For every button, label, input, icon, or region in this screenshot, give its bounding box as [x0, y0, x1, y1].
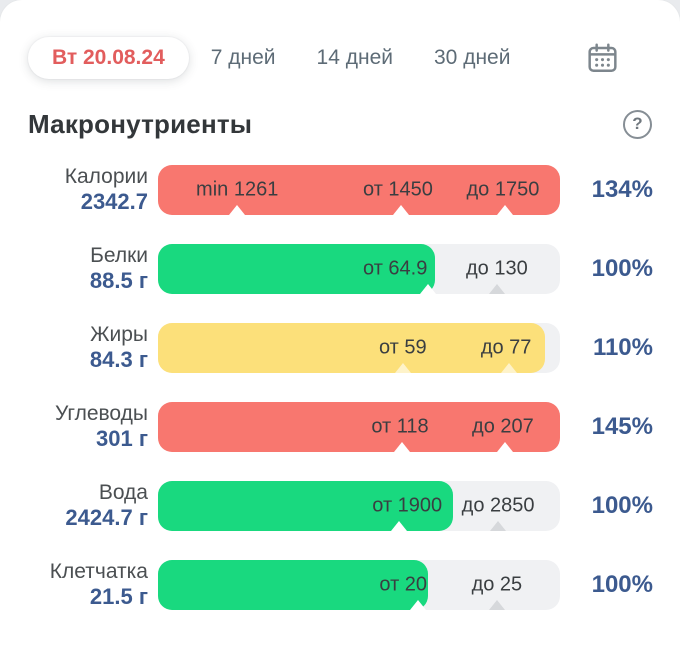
macro-value: 2424.7 г — [65, 504, 148, 530]
macro-bar-track[interactable]: от 20 до 25 — [158, 560, 560, 610]
section-header: Макронутриенты ? — [0, 104, 680, 144]
macro-value: 2342.7 — [80, 188, 148, 214]
tab-7-days[interactable]: 7 дней — [210, 46, 276, 69]
macro-row: Жиры 84.3 г от 59 до 77 110% — [0, 323, 680, 373]
threshold-label: до 25 — [471, 573, 523, 596]
macro-bar-fill — [158, 244, 436, 294]
macro-percent: 134% — [591, 176, 653, 203]
macro-percent: 100% — [591, 255, 653, 282]
threshold-notch-icon — [500, 363, 517, 373]
macro-value: 21.5 г — [89, 583, 148, 609]
threshold-label: от 59 — [378, 336, 427, 359]
calendar-button[interactable] — [585, 41, 620, 76]
help-icon[interactable]: ? — [623, 109, 652, 139]
date-pill-button[interactable]: Вт 20.08.24 — [28, 37, 189, 79]
calendar-icon — [585, 41, 620, 76]
macro-row: Калории 2342.7 min 1261 от 1450 до 1750 134% — [0, 165, 680, 215]
threshold-label: от 1450 — [363, 178, 433, 201]
threshold-label: от 118 — [371, 415, 429, 438]
threshold-label: до 1750 — [466, 178, 540, 201]
threshold-notch-icon — [497, 442, 514, 452]
threshold-notch-icon — [420, 284, 437, 294]
threshold-notch-icon — [490, 521, 507, 531]
macro-value: 88.5 г — [89, 267, 148, 293]
macro-name: Калории — [64, 164, 148, 188]
macro-row-left: Белки 88.5 г — [0, 244, 148, 295]
macro-name: Вода — [98, 480, 148, 504]
macro-percent: 100% — [591, 571, 653, 598]
threshold-notch-icon — [391, 521, 408, 531]
macro-percent: 145% — [591, 413, 653, 440]
macro-name: Жиры — [90, 322, 148, 346]
tab-14-days[interactable]: 14 дней — [316, 46, 393, 69]
macro-value: 84.3 г — [89, 346, 148, 372]
macro-row-left: Клетчатка 21.5 г — [0, 560, 148, 611]
macro-percent: 110% — [592, 334, 653, 361]
macro-row-left: Углеводы 301 г — [0, 402, 148, 453]
macro-row-left: Жиры 84.3 г — [0, 323, 148, 374]
macro-name: Углеводы — [54, 401, 148, 425]
macro-name: Клетчатка — [49, 559, 148, 583]
threshold-notch-icon — [488, 600, 505, 610]
macro-bar-fill — [158, 402, 560, 452]
macro-bar-track[interactable]: от 1900 до 2850 — [158, 481, 560, 531]
macro-bar-fill — [158, 323, 546, 373]
threshold-label: до 130 — [466, 257, 528, 280]
macro-bar-track[interactable]: от 59 до 77 — [158, 323, 560, 373]
threshold-label: от 1900 — [372, 494, 443, 517]
macro-row: Белки 88.5 г от 64.9 до 130 100% — [0, 244, 680, 294]
threshold-label: до 2850 — [461, 494, 535, 517]
macro-row: Углеводы 301 г от 118 до 207 145% — [0, 402, 680, 452]
threshold-notch-icon — [392, 205, 409, 215]
macro-bar-track[interactable]: от 64.9 до 130 — [158, 244, 560, 294]
threshold-label: min 1261 — [196, 178, 279, 201]
threshold-label: до 77 — [480, 336, 532, 359]
page-title: Макронутриенты — [28, 108, 253, 139]
threshold-notch-icon — [394, 363, 411, 373]
threshold-notch-icon — [488, 284, 505, 294]
threshold-notch-icon — [394, 442, 411, 452]
macro-name: Белки — [90, 243, 148, 267]
macro-rows: Калории 2342.7 min 1261 от 1450 до 1750 134% Б… — [0, 165, 680, 610]
macro-percent: 100% — [591, 492, 653, 519]
threshold-label: от 64.9 — [363, 257, 428, 280]
macro-row: Клетчатка 21.5 г от 20 до 25 100% — [0, 560, 680, 610]
threshold-notch-icon — [229, 205, 246, 215]
threshold-notch-icon — [410, 600, 427, 610]
macro-value: 301 г — [96, 425, 148, 451]
threshold-label: от 20 — [379, 573, 428, 596]
macro-row-left: Калории 2342.7 — [0, 165, 148, 216]
macro-bar-track[interactable]: min 1261 от 1450 до 1750 — [158, 165, 560, 215]
period-tabs: 7 дней 14 дней 30 дней — [211, 38, 552, 78]
threshold-notch-icon — [497, 205, 514, 215]
macro-bar-fill — [158, 165, 560, 215]
macro-row: Вода 2424.7 г от 1900 до 2850 100% — [0, 481, 680, 531]
threshold-label: до 207 — [472, 415, 534, 438]
period-toolbar: Вт 20.08.24 7 дней 14 дней 30 дней — [0, 0, 680, 90]
macro-row-left: Вода 2424.7 г — [0, 481, 148, 532]
macro-bar-track[interactable]: от 118 до 207 — [158, 402, 560, 452]
macro-bar-fill — [158, 560, 429, 610]
tab-30-days[interactable]: 30 дней — [434, 46, 511, 69]
